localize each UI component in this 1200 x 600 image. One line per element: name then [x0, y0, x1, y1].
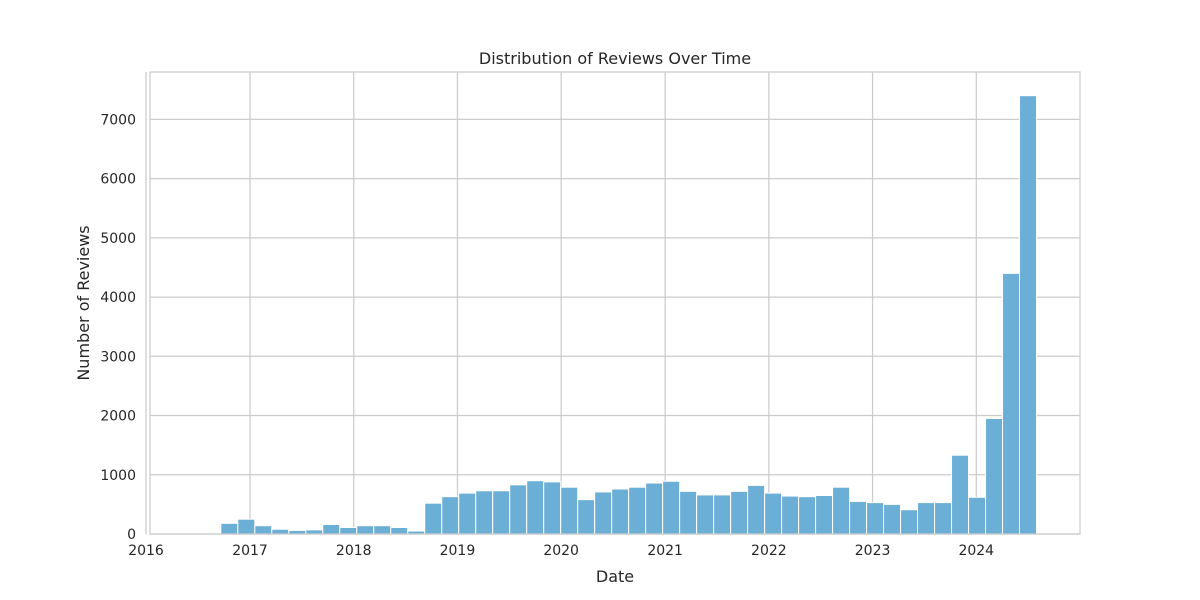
- histogram-bar: [781, 495, 800, 535]
- histogram-bar: [271, 528, 290, 535]
- x-gridlines: [145, 72, 977, 534]
- histogram-bar: [917, 502, 936, 535]
- histogram-bar: [577, 499, 596, 535]
- histogram-bar: [645, 482, 664, 535]
- histogram-bar: [526, 480, 545, 535]
- histogram-bar: [951, 454, 970, 535]
- histogram-bar: [509, 484, 528, 535]
- histogram-bar: [730, 490, 749, 535]
- histogram-bar: [764, 492, 783, 535]
- histogram-bar: [934, 502, 953, 535]
- histogram-bar: [458, 492, 477, 535]
- histogram-bar: [713, 494, 732, 535]
- x-tick-label: 2023: [855, 543, 891, 559]
- histogram-bar: [968, 496, 987, 535]
- histogram-bar: [441, 496, 460, 535]
- x-tick-label: 2020: [543, 543, 579, 559]
- histogram-bar: [373, 525, 392, 535]
- chart-title: Distribution of Reviews Over Time: [479, 49, 751, 68]
- y-gridlines: [150, 118, 1080, 535]
- histogram-bar: [611, 488, 630, 535]
- histogram-bar: [628, 486, 647, 535]
- x-tick-label: 2019: [440, 543, 476, 559]
- histogram-bar: [832, 486, 851, 535]
- x-tick-labels: 2016 2017 2018 2019 2020 2021 2022 2023 2024: [128, 543, 994, 559]
- histogram-bar: [1019, 95, 1038, 535]
- histogram-bar: [849, 500, 868, 535]
- histogram-bar: [594, 491, 613, 535]
- x-axis-label: Date: [596, 567, 634, 586]
- histogram-bar: [560, 486, 579, 535]
- x-tick-label: 2016: [128, 543, 164, 559]
- plot-frame: [149, 71, 1081, 535]
- histogram-bar: [237, 518, 256, 535]
- y-tick-label: 6000: [100, 172, 136, 188]
- y-tick-label: 2000: [100, 409, 136, 425]
- histogram-bar: [985, 418, 1004, 535]
- histogram-bar: [322, 524, 341, 535]
- histogram-bar: [815, 495, 834, 535]
- histogram-bar: [339, 526, 358, 535]
- histogram-bar: [543, 481, 562, 535]
- histogram-bar: [696, 494, 715, 535]
- histogram-bar: [679, 490, 698, 535]
- histogram-bar: [747, 484, 766, 535]
- x-tick-label: 2021: [647, 543, 683, 559]
- y-tick-label: 4000: [100, 290, 136, 306]
- histogram-bar: [424, 502, 443, 535]
- y-tick-label: 1000: [100, 468, 136, 484]
- x-tick-label: 2022: [751, 543, 787, 559]
- histogram-bars: [220, 95, 1038, 535]
- histogram-bar: [900, 509, 919, 535]
- y-tick-label: 3000: [100, 349, 136, 365]
- histogram-bar: [390, 526, 409, 535]
- histogram-bar: [1002, 272, 1021, 535]
- y-axis-label: Number of Reviews: [74, 225, 93, 380]
- y-tick-label: 7000: [100, 112, 136, 128]
- histogram-bar: [798, 496, 817, 535]
- x-tick-label: 2024: [958, 543, 994, 559]
- histogram-bar: [866, 502, 885, 535]
- histogram-bar: [220, 522, 239, 535]
- histogram-bar: [492, 490, 511, 535]
- y-tick-label: 0: [127, 527, 136, 543]
- histogram-bar: [662, 480, 681, 535]
- x-tick-label: 2017: [232, 543, 268, 559]
- histogram-bar: [883, 503, 902, 535]
- histogram-bar: [356, 525, 375, 535]
- y-tick-label: 5000: [100, 231, 136, 247]
- histogram-bar: [254, 525, 273, 535]
- y-tick-labels: 0 1000 2000 3000 4000 5000 6000 7000: [100, 112, 136, 543]
- x-tick-label: 2018: [336, 543, 372, 559]
- histogram-bar: [475, 490, 494, 535]
